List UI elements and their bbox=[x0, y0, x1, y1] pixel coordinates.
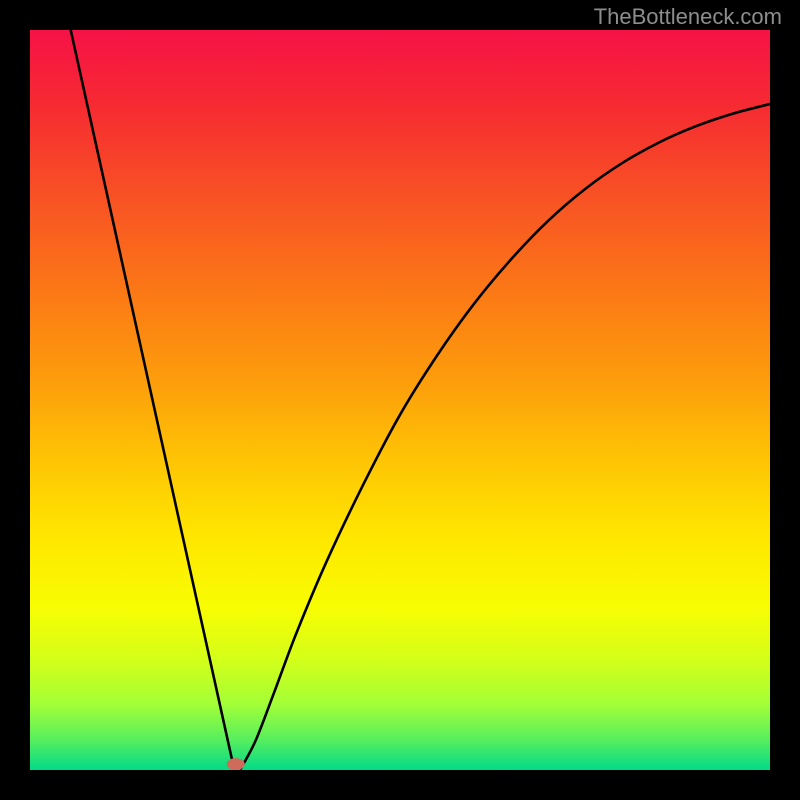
vertex-marker bbox=[227, 758, 245, 770]
chart-frame: TheBottleneck.com bbox=[0, 0, 800, 800]
plot-area-gradient bbox=[30, 30, 770, 770]
chart-svg bbox=[0, 0, 800, 800]
